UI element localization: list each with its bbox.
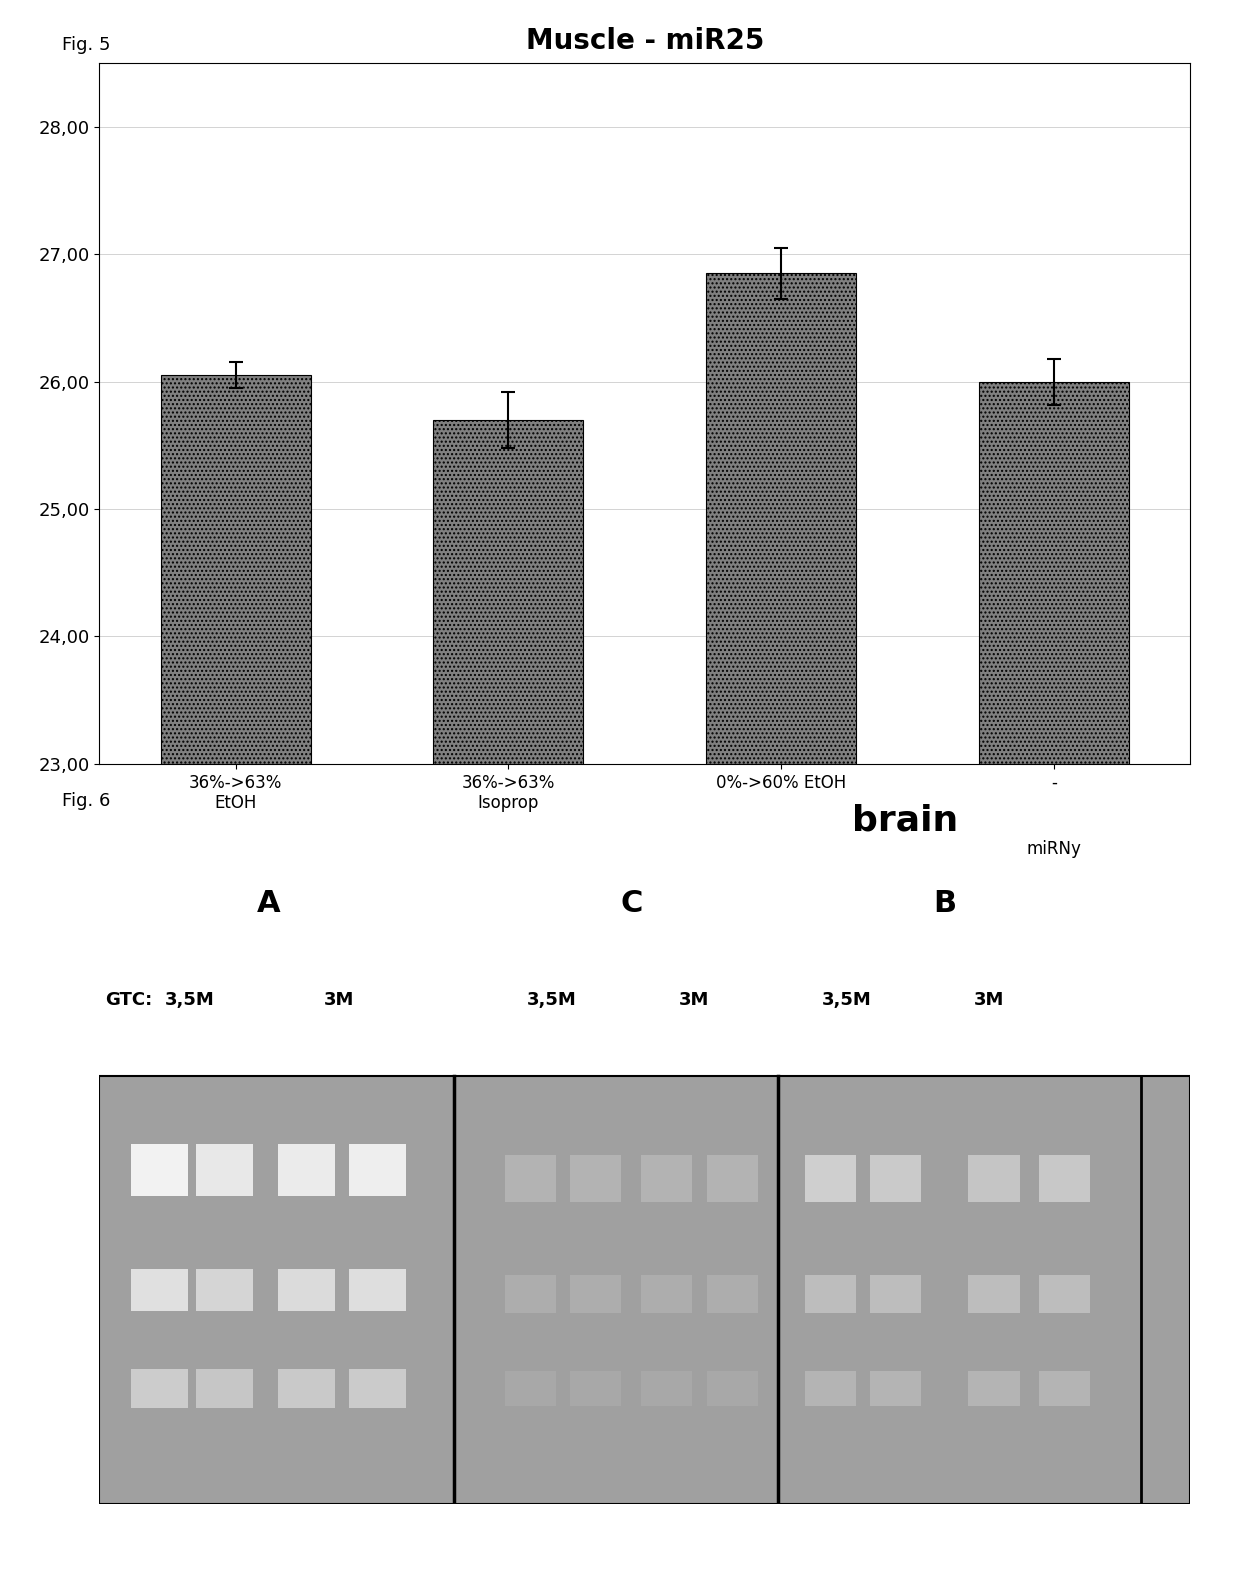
Text: brain: brain	[852, 803, 959, 838]
Bar	[707, 1372, 758, 1405]
Bar	[968, 1274, 1019, 1314]
Bar	[570, 1274, 621, 1314]
Bar	[196, 1145, 253, 1195]
Bar	[505, 1372, 556, 1405]
Bar	[350, 1268, 405, 1312]
Text: Fig. 5: Fig. 5	[62, 36, 110, 54]
Text: 3,5M: 3,5M	[822, 991, 872, 1010]
Bar	[278, 1268, 335, 1312]
Bar	[1039, 1274, 1090, 1314]
Bar	[870, 1154, 921, 1202]
Bar	[196, 1268, 253, 1312]
Bar	[350, 1369, 405, 1408]
Bar	[278, 1145, 335, 1195]
Bar	[278, 1369, 335, 1408]
Bar	[99, 1076, 1190, 1504]
Bar	[805, 1274, 856, 1314]
Bar	[641, 1372, 692, 1405]
Text: 3M: 3M	[973, 991, 1003, 1010]
Text: 3,5M: 3,5M	[527, 991, 577, 1010]
Title: Muscle - miR25: Muscle - miR25	[526, 27, 764, 55]
Bar	[131, 1145, 187, 1195]
Bar	[131, 1268, 187, 1312]
Text: GTC:: GTC:	[104, 991, 153, 1010]
Bar	[570, 1154, 621, 1202]
Text: C: C	[620, 890, 642, 918]
Bar	[641, 1154, 692, 1202]
Bar	[570, 1372, 621, 1405]
Text: miRNy: miRNy	[1027, 841, 1081, 858]
Text: 3M: 3M	[324, 991, 355, 1010]
Text: 3,5M: 3,5M	[165, 991, 215, 1010]
Bar	[870, 1274, 921, 1314]
Bar	[805, 1372, 856, 1405]
Bar	[978, 381, 1128, 764]
Bar	[707, 1154, 758, 1202]
Bar	[968, 1372, 1019, 1405]
Bar	[160, 375, 310, 764]
Text: Fig. 6: Fig. 6	[62, 792, 110, 810]
Bar	[1039, 1372, 1090, 1405]
Bar	[707, 1274, 758, 1314]
Bar	[968, 1154, 1019, 1202]
Text: B: B	[934, 890, 956, 918]
Bar	[706, 272, 856, 764]
Bar	[870, 1372, 921, 1405]
Bar	[350, 1145, 405, 1195]
Bar	[641, 1274, 692, 1314]
Bar	[805, 1154, 856, 1202]
Text: 3M: 3M	[678, 991, 709, 1010]
Bar	[131, 1369, 187, 1408]
Text: A: A	[257, 890, 280, 918]
Bar	[1039, 1154, 1090, 1202]
Bar	[434, 421, 583, 764]
Bar	[505, 1154, 556, 1202]
Bar	[505, 1274, 556, 1314]
Bar	[196, 1369, 253, 1408]
